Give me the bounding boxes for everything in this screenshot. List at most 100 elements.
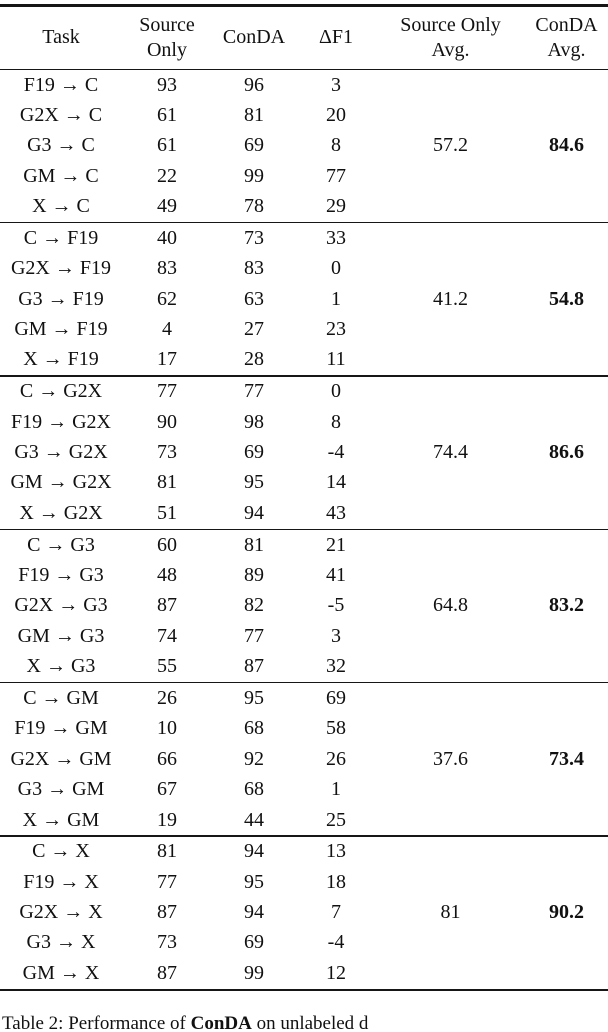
- conda-cell: 95: [244, 471, 264, 494]
- conda-avg-cell: 83.2: [549, 594, 584, 617]
- caption-method-name: ConDA: [190, 1013, 252, 1032]
- source-only-cell: 10: [157, 717, 177, 740]
- conda-cell: 68: [244, 717, 264, 740]
- source-only-cell: 81: [157, 471, 177, 494]
- source-only-cell: 55: [157, 655, 177, 678]
- source-only-avg-cell: 64.8: [433, 594, 468, 617]
- group-separator-rule: [0, 835, 608, 837]
- conda-cell: 68: [244, 778, 264, 801]
- task-cell: GM → G2X: [10, 471, 112, 494]
- task-cell: G2X → C: [19, 103, 103, 126]
- source-only-avg-cell: 37.6: [433, 747, 468, 770]
- header-source-only-avg: Source Only Avg.: [400, 13, 501, 61]
- delta-f1-cell: -4: [327, 931, 345, 954]
- delta-f1-cell: 11: [326, 348, 346, 371]
- delta-f1-cell: 8: [331, 134, 341, 157]
- table-group: C → G3 60 81 21 F19 → G3 48 89 41 G2X → G3 87 82 -5…: [0, 530, 608, 682]
- task-cell: F19 → C: [23, 73, 99, 96]
- source-only-cell: 87: [157, 594, 177, 617]
- source-only-cell: 48: [157, 564, 177, 586]
- conda-cell: 96: [244, 73, 264, 96]
- delta-f1-cell: -4: [327, 441, 345, 464]
- delta-f1-cell: 23: [326, 318, 346, 341]
- task-cell: G3 → GM: [17, 778, 105, 801]
- source-only-cell: 66: [157, 747, 177, 770]
- delta-f1-cell: 12: [326, 961, 346, 984]
- source-only-cell: 74: [157, 624, 177, 647]
- conda-cell: 69: [244, 441, 264, 464]
- group-separator-rule: [0, 681, 608, 684]
- task-cell: G3 → C: [27, 134, 95, 157]
- conda-cell: 94: [244, 901, 264, 924]
- table-group: F19 → C 93 96 3 G2X → C 61 81 20 G3 → C 61 69 8 GM →…: [0, 70, 608, 222]
- conda-cell: 77: [244, 624, 264, 647]
- task-cell: X → G2X: [19, 501, 103, 524]
- task-cell: F19 → X: [23, 870, 99, 893]
- table-group: C → GM 26 95 69 F19 → GM 10 68 58 G2X → GM 66 92 26…: [0, 683, 608, 835]
- task-cell: GM → G3: [17, 624, 105, 647]
- source-only-cell: 93: [157, 73, 177, 96]
- source-only-avg-cell: 41.2: [433, 287, 468, 310]
- source-only-cell: 17: [157, 348, 177, 371]
- delta-f1-cell: 18: [326, 870, 346, 893]
- delta-f1-cell: 77: [326, 164, 346, 187]
- conda-cell: 69: [244, 931, 264, 954]
- header-bottom-rule: [0, 68, 608, 70]
- task-cell: GM → F19: [14, 318, 108, 341]
- table-group: C → F19 40 73 33 G2X → F19 83 83 0 G3 → F19 62 63 1…: [0, 223, 608, 375]
- delta-f1-cell: 1: [331, 778, 341, 801]
- source-only-cell: 67: [157, 778, 177, 801]
- source-only-cell: 77: [157, 380, 177, 403]
- delta-f1-cell: 29: [326, 195, 346, 218]
- table-body: F19 → C 93 96 3 G2X → C 61 81 20 G3 → C 61 69 8 GM →…: [0, 70, 608, 989]
- source-only-cell: 26: [157, 686, 177, 709]
- task-cell: X → G3: [26, 655, 96, 678]
- conda-cell: 89: [244, 564, 264, 586]
- task-cell: G2X → G3: [14, 594, 108, 617]
- task-cell: X → F19: [23, 348, 99, 371]
- delta-f1-cell: 20: [326, 103, 346, 126]
- source-only-avg-cell: 74.4: [433, 441, 468, 464]
- task-cell: F19 → GM: [14, 717, 108, 740]
- group-separator-rule: [0, 528, 608, 530]
- conda-cell: 95: [244, 870, 264, 893]
- caption-prefix: Table 2: Performance of: [2, 1013, 191, 1032]
- task-cell: F19 → G3: [18, 564, 104, 586]
- task-cell: C → F19: [23, 226, 99, 249]
- source-only-cell: 73: [157, 931, 177, 954]
- header-task: Task: [42, 26, 80, 48]
- conda-cell: 81: [244, 533, 264, 556]
- conda-cell: 63: [244, 287, 264, 310]
- task-cell: G2X → X: [19, 901, 103, 924]
- delta-f1-cell: 69: [326, 686, 346, 709]
- delta-f1-cell: 0: [331, 257, 341, 280]
- task-cell: X → GM: [22, 808, 100, 831]
- task-cell: G3 → G2X: [14, 441, 108, 464]
- source-only-cell: 49: [157, 195, 177, 218]
- delta-f1-cell: 41: [326, 564, 346, 586]
- source-only-cell: 22: [157, 164, 177, 187]
- task-cell: G3 → F19: [18, 287, 104, 310]
- delta-f1-cell: 43: [326, 501, 346, 524]
- header-source-only: Source Only: [139, 13, 195, 61]
- conda-avg-cell: 84.6: [549, 134, 584, 157]
- delta-f1-cell: 14: [326, 471, 346, 494]
- source-only-cell: 77: [157, 870, 177, 893]
- source-only-cell: 62: [157, 287, 177, 310]
- source-only-cell: 40: [157, 226, 177, 249]
- source-only-avg-cell: 57.2: [433, 134, 468, 157]
- source-only-cell: 73: [157, 441, 177, 464]
- delta-f1-cell: 0: [331, 380, 341, 403]
- table-bottom-rule: [0, 988, 608, 992]
- table-group: C → G2X 77 77 0 F19 → G2X 90 98 8 G3 → G2X 73 69 -4…: [0, 377, 608, 529]
- conda-cell: 77: [244, 380, 264, 403]
- delta-f1-cell: 1: [331, 287, 341, 310]
- conda-cell: 69: [244, 134, 264, 157]
- conda-cell: 99: [244, 164, 264, 187]
- source-only-cell: 60: [157, 533, 177, 556]
- conda-cell: 73: [244, 226, 264, 249]
- source-only-cell: 4: [162, 318, 172, 341]
- source-only-cell: 61: [157, 134, 177, 157]
- delta-f1-cell: 7: [331, 901, 341, 924]
